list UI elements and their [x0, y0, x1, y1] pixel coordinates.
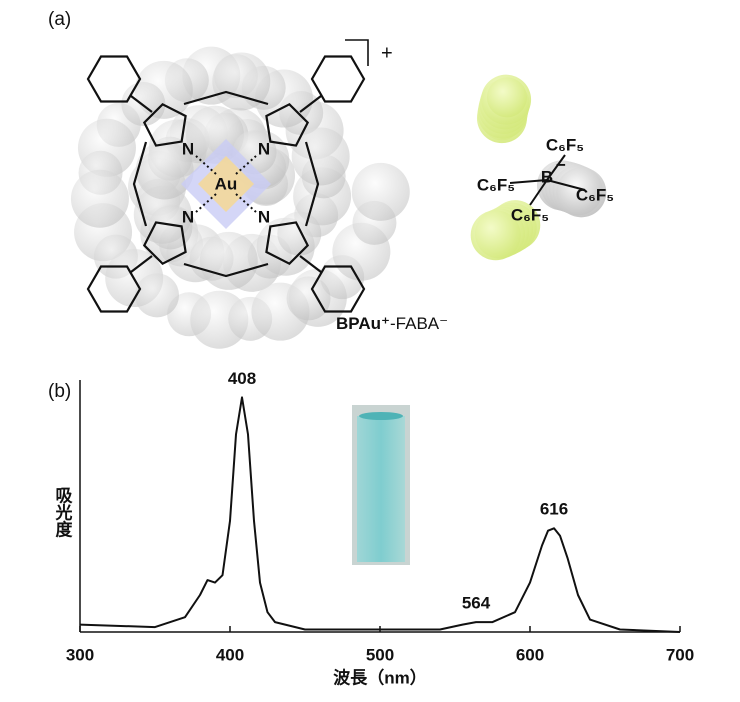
space-fill [199, 231, 258, 290]
substituent: C₆F₅ [576, 185, 614, 204]
benzo-ring [86, 55, 142, 103]
space-fill [351, 162, 410, 221]
atom-label: N [258, 139, 270, 158]
peak-label: 408 [228, 369, 256, 388]
cuvette-meniscus [359, 412, 403, 420]
charge: + [381, 42, 393, 64]
atom-label: N [258, 207, 270, 226]
pyrrole-ring [265, 221, 310, 266]
bond [529, 179, 548, 206]
pyrrole-ring [142, 102, 187, 147]
caption: BPAu⁺-FABA⁻ [336, 314, 448, 333]
atom-charge: − [556, 155, 566, 174]
meso-bridge [183, 262, 269, 278]
pyrrole-ring [142, 221, 187, 266]
meso-bridge [183, 90, 269, 106]
space-fill [212, 52, 271, 111]
x-tick-label: 300 [66, 645, 94, 664]
y-axis-label: 吸光度 [53, 487, 74, 539]
substituent: C₆F₅ [546, 135, 584, 154]
bond [130, 255, 153, 273]
atom-label: Au [215, 174, 238, 193]
charge-bracket [345, 39, 369, 66]
meso-bridge [132, 141, 148, 227]
space-fill [121, 81, 166, 126]
space-fill [135, 141, 194, 200]
x-tick-label: 600 [516, 645, 544, 664]
pyrrole-ring [265, 102, 310, 147]
bond [299, 95, 322, 113]
benzo-ring [86, 265, 142, 313]
x-tick-label: 700 [666, 645, 694, 664]
x-tick-label: 400 [216, 645, 244, 664]
space-fill [277, 211, 322, 256]
panel-label: (a) [48, 9, 71, 30]
bond [546, 179, 586, 191]
substituent: C₆F₅ [511, 205, 549, 224]
atom-label: N [182, 139, 194, 158]
peak-label: 564 [462, 594, 491, 613]
bond [299, 255, 322, 273]
space-fill [286, 276, 331, 321]
molecule-art [70, 39, 607, 349]
panel-label: (b) [48, 381, 71, 402]
spectrum-line [79, 396, 681, 633]
atom-label: N [182, 207, 194, 226]
cuvette-liquid [357, 416, 405, 562]
space-fill [70, 169, 129, 228]
bond [546, 154, 566, 181]
x-tick-label: 500 [366, 645, 394, 664]
substituent: C₆F₅ [477, 175, 515, 194]
atom-label: B [541, 167, 553, 186]
caption-cation: BPAu⁺ [336, 314, 390, 333]
peak-label: 616 [540, 500, 568, 519]
benzo-ring [310, 265, 366, 313]
space-fill [291, 127, 350, 186]
space-fill [135, 273, 180, 318]
cuvette [352, 405, 410, 565]
bond [130, 95, 153, 113]
caption-anion: -FABA⁻ [390, 314, 448, 333]
benzo-ring [310, 55, 366, 103]
space-fill [148, 205, 193, 250]
space-fill [556, 167, 607, 218]
meso-bridge [304, 141, 320, 227]
bond [509, 179, 548, 184]
space-fill [486, 77, 527, 118]
space-fill [470, 210, 521, 261]
x-axis-label: 波長（nm） [333, 667, 427, 687]
